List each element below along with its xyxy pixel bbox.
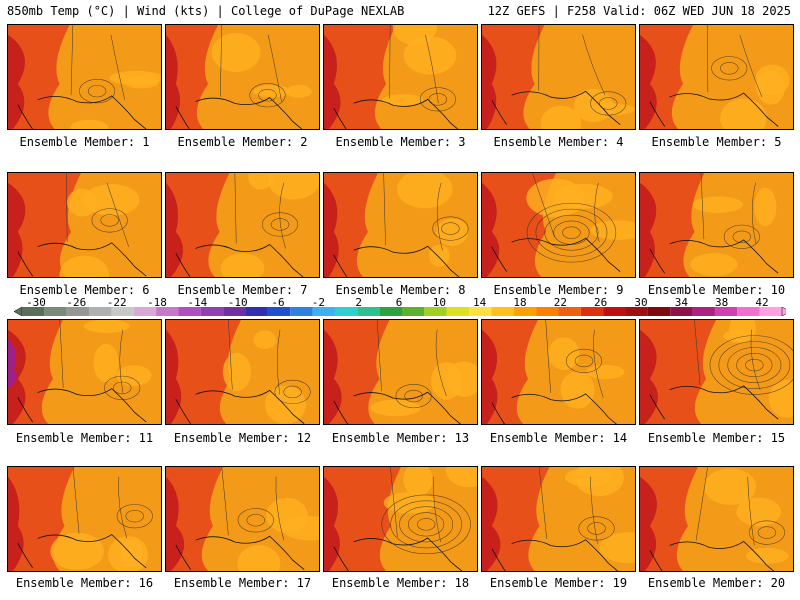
colorbar-segment: [156, 307, 179, 316]
ensemble-member-label: Ensemble Member: 17: [173, 576, 312, 590]
ensemble-member-map: [165, 319, 320, 425]
ensemble-member-map: [323, 466, 478, 572]
colorbar-segment: [334, 307, 358, 316]
ensemble-member-map: [323, 24, 478, 130]
ensemble-member-label: Ensemble Member: 14: [489, 431, 628, 445]
colorbar-tick: -22: [106, 296, 127, 309]
ensemble-member-map: [165, 24, 320, 130]
ensemble-member-label: Ensemble Member: 13: [331, 431, 470, 445]
colorbar-segment: [558, 307, 581, 316]
colorbar-tick: 14: [473, 296, 487, 309]
ensemble-member-label: Ensemble Member: 6: [19, 283, 150, 297]
ensemble-member-map: [481, 466, 636, 572]
ensemble-member-map: [7, 24, 162, 130]
ensemble-member-label: Ensemble Member: 18: [331, 576, 470, 590]
colorbar-tick: 6: [395, 296, 403, 309]
ensemble-member-label: Ensemble Member: 15: [647, 431, 786, 445]
colorbar-tick: -26: [66, 296, 87, 309]
colorbar-segment: [357, 307, 380, 316]
colorbar-segment: [22, 307, 45, 316]
ensemble-member-label: Ensemble Member: 4: [493, 135, 624, 149]
colorbar-tick: 22: [553, 296, 567, 309]
colorbar-tick: 10: [432, 296, 446, 309]
ensemble-member-map: [639, 172, 794, 278]
colorbar-segment: [759, 307, 782, 316]
ensemble-member-label: Ensemble Member: 20: [647, 576, 786, 590]
colorbar-segment: [245, 307, 268, 316]
ensemble-member-label: Ensemble Member: 7: [177, 283, 308, 297]
colorbar-segment: [89, 307, 112, 316]
ensemble-member-map: [165, 172, 320, 278]
colorbar-segment: [200, 307, 224, 316]
model-run-info: 12Z GEFS | F258 Valid: 06Z WED JUN 18 20…: [487, 4, 791, 18]
ensemble-member-map: [639, 24, 794, 130]
colorbar-tick: -14: [187, 296, 208, 309]
ensemble-member-map: [323, 172, 478, 278]
map-title: 850mb Temp (°C) | Wind (kts) | College o…: [7, 4, 405, 18]
colorbar-segment: [737, 307, 760, 316]
colorbar-tick: 26: [594, 296, 608, 309]
colorbar-segment: [312, 307, 335, 316]
ensemble-member-map: [639, 319, 794, 425]
colorbar-tick: -30: [26, 296, 46, 309]
colorbar-segment: [692, 307, 715, 316]
colorbar-segment: [402, 307, 425, 316]
colorbar-segment: [223, 307, 246, 316]
ensemble-member-map: [7, 172, 162, 278]
colorbar-segment: [670, 307, 693, 316]
colorbar-segment: [603, 307, 626, 316]
ensemble-member-label: Ensemble Member: 19: [489, 576, 628, 590]
colorbar-segment: [513, 307, 537, 316]
colorbar-segment: [625, 307, 648, 316]
ensemble-member-label: Ensemble Member: 16: [15, 576, 154, 590]
colorbar-segment: [424, 307, 447, 316]
colorbar-segment: [469, 307, 492, 316]
colorbar-segment: [491, 307, 514, 316]
colorbar-tick: 38: [715, 296, 729, 309]
ensemble-member-map: [165, 466, 320, 572]
colorbar-tick: 42: [755, 296, 769, 309]
ensemble-member-map: [481, 24, 636, 130]
colorbar-scale: [14, 307, 786, 316]
colorbar-segment: [178, 307, 201, 316]
temperature-colorbar: -30 -26 -22 -18 -14 -10 -6 -2 2 6 10 14 18 22 26 30 34 38…: [0, 296, 800, 318]
colorbar-segment: [714, 307, 738, 316]
ensemble-member-label: Ensemble Member: 12: [173, 431, 312, 445]
colorbar-tick: 2: [355, 296, 362, 309]
colorbar-segment: [267, 307, 291, 316]
ensemble-member-map: [7, 466, 162, 572]
ensemble-member-label: Ensemble Member: 3: [335, 135, 466, 149]
ensemble-member-map: [481, 172, 636, 278]
colorbar-segment: [66, 307, 90, 316]
ensemble-member-map: [7, 319, 162, 425]
colorbar-segment: [111, 307, 134, 316]
colorbar-tick: -2: [311, 296, 325, 309]
ensemble-member-label: Ensemble Member: 10: [647, 283, 786, 297]
ensemble-member-label: Ensemble Member: 11: [15, 431, 154, 445]
ensemble-member-map: [639, 466, 794, 572]
ensemble-member-map: [323, 319, 478, 425]
colorbar-segment: [647, 307, 671, 316]
colorbar-min-arrow: [14, 307, 23, 316]
colorbar-tick: -18: [147, 296, 167, 309]
colorbar-segment: [580, 307, 604, 316]
ensemble-member-map: [481, 319, 636, 425]
colorbar-segment: [379, 307, 402, 316]
ensemble-member-label: Ensemble Member: 2: [177, 135, 308, 149]
colorbar-tick: 30: [634, 296, 648, 309]
colorbar-tick: -6: [271, 296, 285, 309]
ensemble-member-label: Ensemble Member: 1: [19, 135, 150, 149]
colorbar-tick: 34: [674, 296, 688, 309]
colorbar-max-arrow: [781, 307, 786, 316]
ensemble-member-label: Ensemble Member: 8: [335, 283, 466, 297]
colorbar-tick: 18: [513, 296, 527, 309]
colorbar-tick: -10: [227, 296, 248, 309]
ensemble-member-label: Ensemble Member: 9: [493, 283, 624, 297]
ensemble-member-label: Ensemble Member: 5: [651, 135, 782, 149]
colorbar-segment: [133, 307, 157, 316]
colorbar-segment: [44, 307, 67, 316]
colorbar-segment: [446, 307, 470, 316]
colorbar-segment: [290, 307, 313, 316]
colorbar-segment: [536, 307, 559, 316]
